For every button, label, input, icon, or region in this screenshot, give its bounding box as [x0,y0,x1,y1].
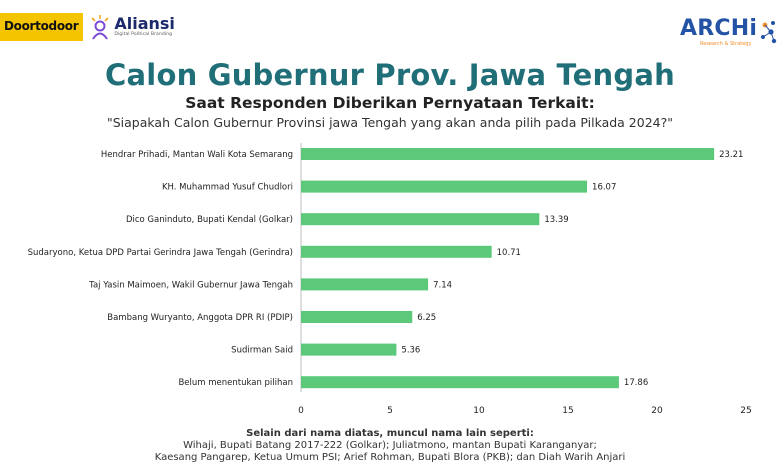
data-label: 16.07 [592,183,616,193]
category-label: Taj Yasin Maimoen, Wakil Gubernur Jawa T… [88,280,293,290]
aliansi-logo: Aliansi Digital Political Branding [89,14,175,40]
category-label: Sudaryono, Ketua DPD Partai Gerindra Jaw… [28,248,293,258]
data-label: 7.14 [433,280,452,290]
bar [301,311,413,323]
bar [301,278,429,291]
footer-names-line-1: Wihaji, Bupati Batang 2017-222 (Golkar);… [183,440,597,451]
aliansi-tagline: Digital Political Branding [114,32,173,37]
x-tick-label: 15 [562,406,573,416]
x-tick-label: 0 [298,406,304,416]
footer-heading: Selain dari nama diatas, muncul nama lai… [246,428,534,439]
archi-tagline: Research & Strategy [700,41,752,47]
chart-subtitle: Saat Responden Diberikan Pernyataan Terk… [185,94,595,112]
category-label: Belum menentukan pilihan [178,378,293,388]
data-label: 10.71 [497,248,521,258]
data-label: 23.21 [719,150,743,160]
data-label: 13.39 [544,215,568,225]
category-label: Dico Ganinduto, Bupati Kendal (Golkar) [126,215,293,225]
data-label: 5.36 [401,346,420,356]
category-label: KH. Muhammad Yusuf Chudlori [162,183,293,193]
bar [301,148,715,160]
bar [301,343,397,356]
x-tick-label: 20 [651,406,663,416]
aliansi-name: Aliansi [114,14,175,33]
chart-title: Calon Gubernur Prov. Jawa Tengah [105,58,675,92]
category-label: Sudirman Said [231,346,293,356]
x-tick-label: 25 [740,406,751,416]
partner-logos: Doortodoor Aliansi Digital Political Bra… [0,12,175,42]
footer-note: Selain dari nama diatas, muncul nama lai… [0,428,780,464]
archi-name: ARCHi [680,16,758,41]
bar [301,376,619,389]
aliansi-mark-icon [91,15,109,40]
footer-names-line-2: Kaesang Pangarep, Ketua Umum PSI; Arief … [154,452,626,463]
bar [301,245,492,258]
data-label: 17.86 [624,378,648,388]
x-tick-label: 5 [387,406,393,416]
doortodoor-logo: Doortodoor [0,13,84,41]
bar [301,213,540,226]
x-tick-label: 10 [473,406,485,416]
survey-question: "Siapakah Calon Gubernur Provinsi jawa T… [106,115,674,130]
category-label: Hendrar Prihadi, Mantan Wali Kota Semara… [101,150,293,160]
archi-logo: ARCHi Research & Strategy [680,17,779,49]
archi-mark-icon [761,21,777,44]
data-label: 6.25 [417,313,436,323]
bar [301,180,588,193]
bar-chart: Hendrar Prihadi, Mantan Wali Kota Semara… [28,143,752,416]
category-label: Bambang Wuryanto, Anggota DPR RI (PDIP) [107,313,293,323]
